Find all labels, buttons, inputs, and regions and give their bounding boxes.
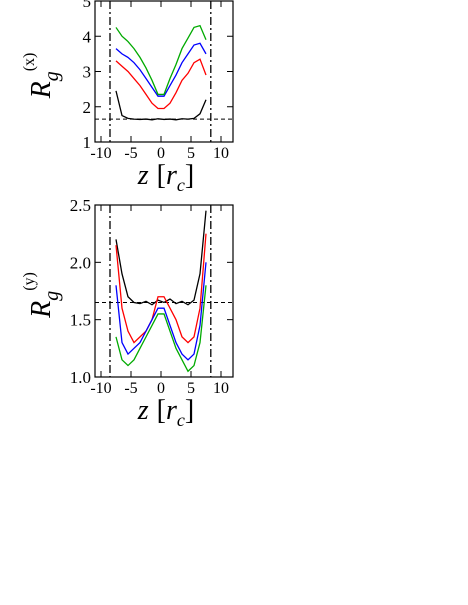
series-line: [115, 24, 207, 96]
y-axis-label: Rg(x): [21, 53, 63, 100]
series-line: [115, 210, 207, 306]
series-line: [115, 58, 207, 110]
y-tick-label: 2.5: [70, 196, 91, 215]
y-axis-label-part: R: [26, 301, 57, 319]
y-tick-label: 1.5: [70, 311, 91, 330]
plot-frame: [94, 0, 234, 143]
x-axis-label: z [rc]: [137, 395, 194, 430]
x-axis-label-part: r: [166, 395, 177, 426]
x-axis-label-part: [: [157, 395, 166, 426]
x-tick-label: -5: [124, 145, 137, 162]
x-tick-label: 5: [187, 380, 195, 397]
y-axis-label: Rg(y): [21, 272, 63, 319]
series-line: [115, 42, 207, 97]
series-line: [115, 285, 207, 373]
x-tick-label: -10: [90, 380, 111, 397]
y-axis-label-part: g: [41, 71, 63, 81]
plot-frame: [94, 204, 234, 378]
x-tick-label: 5: [187, 145, 195, 162]
y-tick-label: 1: [83, 133, 92, 152]
x-tick-label: 0: [157, 145, 165, 162]
y-tick-label: 1.0: [70, 368, 91, 387]
x-tick-label: -5: [124, 380, 137, 397]
x-axis-label-part: c: [177, 410, 185, 430]
y-axis-label-part: (x): [21, 53, 38, 72]
series-line: [115, 233, 207, 344]
y-axis-label-part: (y): [21, 272, 38, 291]
x-tick-label: -10: [90, 145, 111, 162]
x-tick-label: 10: [213, 380, 229, 397]
y-axis-label-part: g: [41, 291, 63, 301]
y-tick-label: 4: [83, 27, 92, 46]
y-tick-label: 2.0: [70, 253, 91, 272]
x-axis-label-part: r: [166, 160, 177, 191]
x-tick-label: 10: [213, 145, 229, 162]
x-axis-label-part: z: [137, 160, 149, 191]
x-axis-label-part: z: [137, 395, 149, 426]
x-axis-label-part: [: [157, 160, 166, 191]
x-axis-label: z [rc]: [137, 160, 194, 195]
y-axis-label-part: R: [26, 81, 57, 99]
y-tick-label: 2: [83, 98, 92, 117]
series-line: [115, 262, 207, 361]
series-line: [115, 90, 207, 121]
y-tick-label: 5: [83, 0, 92, 11]
x-axis-label-part: ]: [185, 395, 194, 426]
y-tick-label: 3: [83, 63, 92, 82]
x-tick-label: 0: [157, 380, 165, 397]
x-axis-label-part: c: [177, 175, 185, 195]
x-axis-label-part: ]: [185, 160, 194, 191]
